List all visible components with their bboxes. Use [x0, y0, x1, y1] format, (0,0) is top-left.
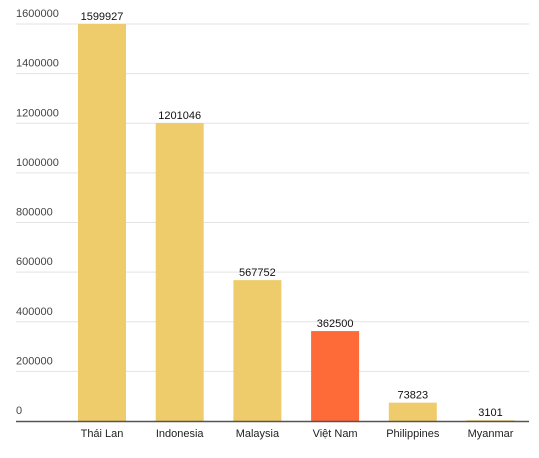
value-label: 73823 — [398, 390, 429, 402]
bar — [155, 122, 204, 421]
x-tick-label: Malaysia — [236, 428, 280, 440]
y-tick-label: 1200000 — [16, 107, 59, 119]
x-tick-label: Thái Lan — [81, 428, 124, 440]
value-label: 3101 — [478, 407, 502, 419]
x-tick-label: Myanmar — [468, 428, 514, 440]
x-tick-label: Việt Nam — [313, 428, 358, 440]
bar — [311, 331, 360, 421]
y-tick-label: 400000 — [16, 306, 53, 318]
y-tick-label: 600000 — [16, 256, 53, 268]
y-axis-ticks: 0 200000 400000 600000 800000 1000000 1200000 1… — [16, 8, 59, 417]
value-label: 1599927 — [81, 11, 124, 23]
value-labels: 1599927 1201046 567752 362500 73823 3101 — [81, 11, 503, 419]
bar — [388, 402, 437, 421]
value-label: 567752 — [239, 267, 276, 279]
bar — [78, 24, 126, 421]
y-tick-label: 1600000 — [16, 8, 59, 20]
value-label: 362500 — [317, 318, 354, 330]
bar — [466, 420, 515, 421]
y-tick-label: 200000 — [16, 355, 53, 367]
x-tick-label: Indonesia — [156, 428, 205, 440]
y-tick-label: 1400000 — [16, 58, 59, 70]
y-tick-label: 1000000 — [16, 157, 59, 169]
x-axis-labels: Thái Lan Indonesia Malaysia Việt Nam Philipp… — [81, 428, 514, 440]
x-tick-label: Philippines — [386, 428, 440, 440]
bars — [78, 24, 515, 421]
bar — [233, 280, 282, 421]
value-label: 1201046 — [158, 110, 201, 122]
y-tick-label: 800000 — [16, 207, 53, 219]
y-tick-label: 0 — [16, 405, 22, 417]
